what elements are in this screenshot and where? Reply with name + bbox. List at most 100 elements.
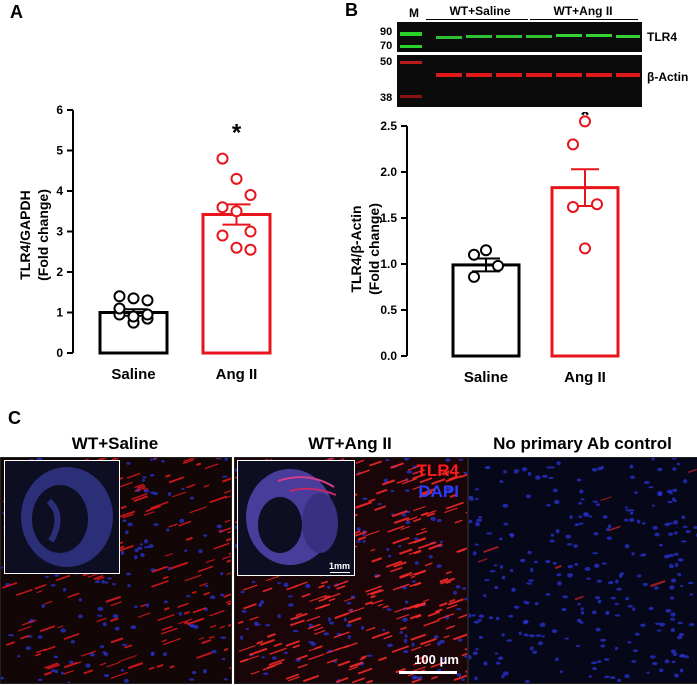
tlr4-signal: [348, 666, 358, 671]
tlr4-signal: [289, 619, 305, 627]
chart-b-ytick-label: 0.5: [380, 303, 397, 317]
dapi-nucleus: [569, 515, 573, 520]
dapi-nucleus: [682, 525, 688, 528]
dapi-nucleus: [671, 660, 676, 664]
chart-b-point: [468, 270, 480, 283]
dapi-nucleus: [405, 520, 411, 525]
dapi-nucleus: [593, 532, 599, 536]
dapi-nucleus: [672, 652, 678, 657]
dapi-nucleus: [329, 621, 334, 625]
tlr4-signal: [464, 648, 467, 651]
tlr4-signal: [182, 459, 194, 465]
chart-a-point: [141, 294, 154, 307]
dapi-nucleus: [674, 673, 679, 678]
dapi-nucleus: [478, 515, 483, 519]
tlr4-signal: [396, 614, 410, 620]
tlr4-signal: [400, 626, 407, 631]
dapi-nucleus: [253, 621, 259, 626]
dapi-nucleus: [130, 625, 137, 630]
dapi-nucleus: [221, 657, 226, 661]
dapi-nucleus: [478, 614, 485, 619]
dapi-nucleus: [430, 516, 436, 521]
dapi-nucleus: [648, 606, 654, 611]
chart-a-point: [244, 189, 257, 202]
tlr4-signal: [365, 585, 383, 593]
tlr4-signal: [153, 458, 159, 460]
chart-a-point: [230, 205, 243, 218]
dapi-nucleus: [665, 608, 672, 613]
tlr4-signal: [169, 665, 175, 669]
tlr4-signal: [445, 625, 456, 630]
tlr4-signal: [382, 605, 389, 609]
tlr4-signal: [337, 660, 351, 667]
dapi-nucleus: [102, 622, 107, 627]
tlr4-signal: [168, 476, 185, 484]
dapi-nucleus: [550, 466, 555, 469]
dapi-nucleus: [457, 638, 463, 642]
chart-b-ytick-label: 1.0: [380, 257, 397, 271]
dapi-nucleus: [343, 617, 348, 622]
dapi-nucleus: [433, 635, 439, 639]
mw-70: 70: [380, 40, 393, 52]
tlr4-signal: [483, 545, 499, 554]
dapi-nucleus: [260, 600, 265, 605]
dapi-nucleus: [188, 678, 195, 681]
dapi-nucleus: [654, 586, 659, 590]
dapi-nucleus: [283, 582, 289, 587]
dapi-nucleus: [629, 509, 635, 512]
dapi-nucleus: [614, 646, 618, 651]
dapi-nucleus: [484, 466, 490, 469]
tlr4-signal: [422, 598, 430, 603]
dapi-nucleus: [523, 633, 529, 637]
dapi-nucleus: [616, 678, 622, 682]
dapi-nucleus: [604, 658, 610, 661]
tlr4-signal: [374, 505, 386, 511]
dapi-nucleus: [241, 609, 247, 613]
dapi-nucleus: [475, 497, 479, 500]
dapi-nucleus: [681, 515, 686, 519]
dapi-nucleus: [525, 494, 532, 499]
dapi-nucleus: [262, 672, 269, 675]
tlr4-signal: [370, 594, 376, 599]
dapi-nucleus: [198, 549, 203, 554]
tlr4-signal: [465, 511, 467, 514]
dapi-nucleus: [535, 634, 542, 637]
dapi-nucleus: [526, 582, 533, 585]
tlr4-signal: [346, 607, 365, 615]
dapi-nucleus: [386, 608, 392, 611]
dapi-nucleus: [361, 533, 367, 536]
dapi-nucleus: [51, 669, 56, 673]
tlr4-signal: [143, 487, 149, 491]
tlr4-signal: [370, 599, 384, 605]
dapi-nucleus: [629, 517, 635, 523]
dapi-nucleus: [137, 546, 143, 551]
chart-a-category-0: Saline: [111, 366, 155, 383]
tlr4-signal: [110, 617, 119, 623]
tlr4-signal: [183, 621, 189, 625]
dapi-nucleus: [166, 528, 170, 532]
dapi-nucleus: [411, 580, 416, 583]
tlr4-signal: [213, 542, 230, 550]
tlr4-signal: [370, 548, 376, 552]
tlr4-signal: [292, 644, 300, 649]
dapi-nucleus: [148, 544, 154, 549]
tlr4-signal: [67, 592, 80, 599]
mw-90: 90: [380, 26, 393, 38]
tlr4-signal: [143, 511, 155, 516]
tlr4-signal: [198, 637, 205, 640]
chart-a-point: [230, 241, 243, 254]
dapi-nucleus: [643, 481, 650, 485]
dapi-nucleus: [671, 497, 676, 501]
tlr4-signal: [413, 659, 427, 666]
tlr4-signal: [57, 625, 64, 629]
dapi-nucleus: [181, 487, 185, 490]
dapi-nucleus: [245, 627, 250, 630]
dapi-nucleus: [527, 472, 532, 476]
dapi-nucleus: [533, 560, 539, 564]
tlr4-signal: [168, 523, 178, 528]
tlr4-signal: [377, 603, 383, 607]
dapi-nucleus: [671, 458, 677, 460]
dapi-nucleus: [678, 632, 685, 637]
dapi-nucleus: [347, 635, 352, 639]
blot-group-saline-line: [426, 19, 528, 20]
